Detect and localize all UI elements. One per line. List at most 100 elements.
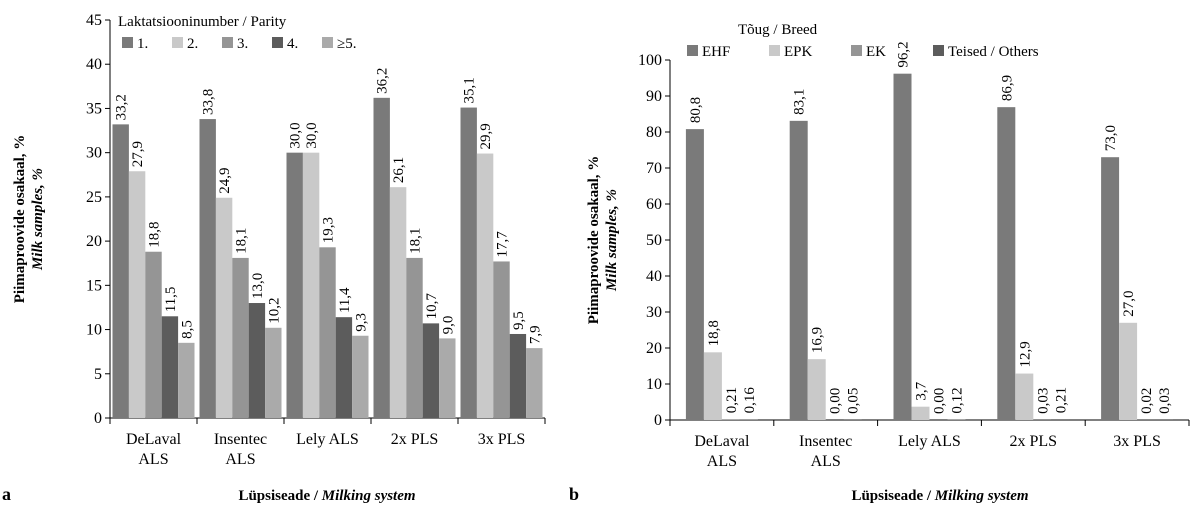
bar — [423, 323, 439, 418]
legend-entry: EHF — [702, 44, 730, 60]
bar — [790, 121, 808, 420]
bar — [336, 317, 352, 418]
data-label: 73,0 — [1103, 125, 1119, 151]
panel-letter: a — [2, 484, 11, 504]
data-label: 9,3 — [353, 313, 369, 332]
x-tick-label: 2x PLS — [391, 431, 439, 448]
data-label: 3,7 — [914, 381, 930, 400]
data-label: 9,0 — [440, 316, 456, 335]
bar — [178, 343, 194, 418]
bar — [129, 171, 145, 418]
bar — [145, 252, 161, 418]
bar — [265, 328, 281, 418]
data-label: 18,8 — [706, 320, 722, 346]
bar — [526, 348, 542, 418]
data-label: 27,9 — [130, 141, 146, 167]
data-label: 96,2 — [896, 41, 912, 67]
legend-title: Tõug / Breed — [738, 22, 818, 38]
legend-swatch — [687, 45, 698, 56]
bar — [477, 154, 493, 418]
data-label: 24,9 — [217, 168, 233, 194]
data-label: 12,9 — [1017, 341, 1033, 367]
data-label: 11,4 — [337, 287, 353, 313]
legend-swatch — [222, 37, 233, 48]
data-label: 83,1 — [792, 89, 808, 115]
x-tick-label: ALS — [707, 453, 737, 470]
x-tick-label: Lely ALS — [296, 431, 359, 448]
legend-title: Laktatsiooninumber / Parity — [118, 14, 287, 30]
y-tick-label: 35 — [86, 100, 102, 117]
x-tick-label: 2x PLS — [1010, 433, 1058, 450]
bar — [461, 108, 477, 418]
y-tick-label: 0 — [94, 410, 102, 427]
y-tick-label: 80 — [646, 124, 662, 141]
bar — [704, 352, 722, 420]
bar — [390, 187, 406, 418]
data-label: 0,00 — [828, 388, 844, 414]
data-label: 0,12 — [950, 387, 966, 413]
data-label: 17,7 — [495, 231, 511, 258]
x-tick-label: ALS — [811, 453, 841, 470]
bar — [319, 247, 335, 418]
y-tick-label: 10 — [646, 376, 662, 393]
y-tick-label: 5 — [94, 366, 102, 383]
legend-entry: 4. — [287, 36, 298, 52]
y-tick-label: 50 — [646, 232, 662, 249]
data-label: 0,05 — [846, 388, 862, 414]
bar — [232, 258, 248, 418]
x-tick-label: 3x PLS — [478, 431, 526, 448]
x-tick-label: Lely ALS — [898, 433, 961, 450]
legend-swatch — [122, 37, 133, 48]
chart-panel-a: 051015202530354045DeLavalALSInsentecALSL… — [2, 12, 545, 504]
y-axis-subtitle: Milk samples, % — [30, 168, 46, 271]
x-tick-label: DeLaval — [126, 431, 182, 448]
bar — [510, 334, 526, 418]
y-tick-label: 30 — [646, 304, 662, 321]
data-label: 0,16 — [742, 387, 758, 414]
bar — [686, 129, 704, 420]
bar — [406, 258, 422, 418]
y-tick-label: 0 — [654, 412, 662, 429]
y-tick-label: 40 — [86, 56, 102, 73]
y-axis-subtitle: Milk samples, % — [604, 189, 620, 292]
data-label: 30,0 — [288, 122, 304, 148]
bar — [374, 98, 390, 418]
data-label: 29,9 — [478, 123, 494, 149]
data-label: 13,0 — [250, 273, 266, 299]
legend-entry: 1. — [137, 36, 148, 52]
bar — [200, 119, 216, 418]
x-axis-title-italic: Milking system — [321, 488, 416, 504]
legend-entry: ≥5. — [337, 36, 356, 52]
legend-swatch — [172, 37, 183, 48]
x-tick-label: DeLaval — [694, 433, 750, 450]
bar — [1101, 157, 1119, 420]
x-axis-title-italic: Milking system — [934, 488, 1029, 504]
data-label: 33,8 — [201, 89, 217, 115]
bar — [113, 124, 129, 418]
data-label: 35,1 — [462, 77, 478, 103]
legend-swatch — [933, 45, 944, 56]
legend-swatch — [322, 37, 333, 48]
y-tick-label: 20 — [646, 340, 662, 357]
legend-swatch — [769, 45, 780, 56]
bar — [216, 198, 232, 418]
bar — [1119, 323, 1137, 420]
data-label: 36,2 — [375, 68, 391, 94]
bar — [1015, 374, 1033, 420]
y-tick-label: 90 — [646, 88, 662, 105]
data-label: 10,7 — [424, 293, 440, 320]
data-label: 10,2 — [266, 298, 282, 324]
y-tick-label: 15 — [86, 277, 102, 294]
data-label: 18,1 — [408, 228, 424, 254]
x-tick-label: Insentec — [214, 431, 267, 448]
y-tick-label: 60 — [646, 196, 662, 213]
x-tick-label: 3x PLS — [1113, 433, 1161, 450]
data-label: 27,0 — [1121, 291, 1137, 317]
data-label: 0,21 — [724, 387, 740, 413]
bar — [439, 338, 455, 418]
panel-letter: b — [569, 484, 579, 504]
legend-swatch — [272, 37, 283, 48]
bar — [303, 153, 319, 418]
legend-entry: 2. — [187, 36, 198, 52]
